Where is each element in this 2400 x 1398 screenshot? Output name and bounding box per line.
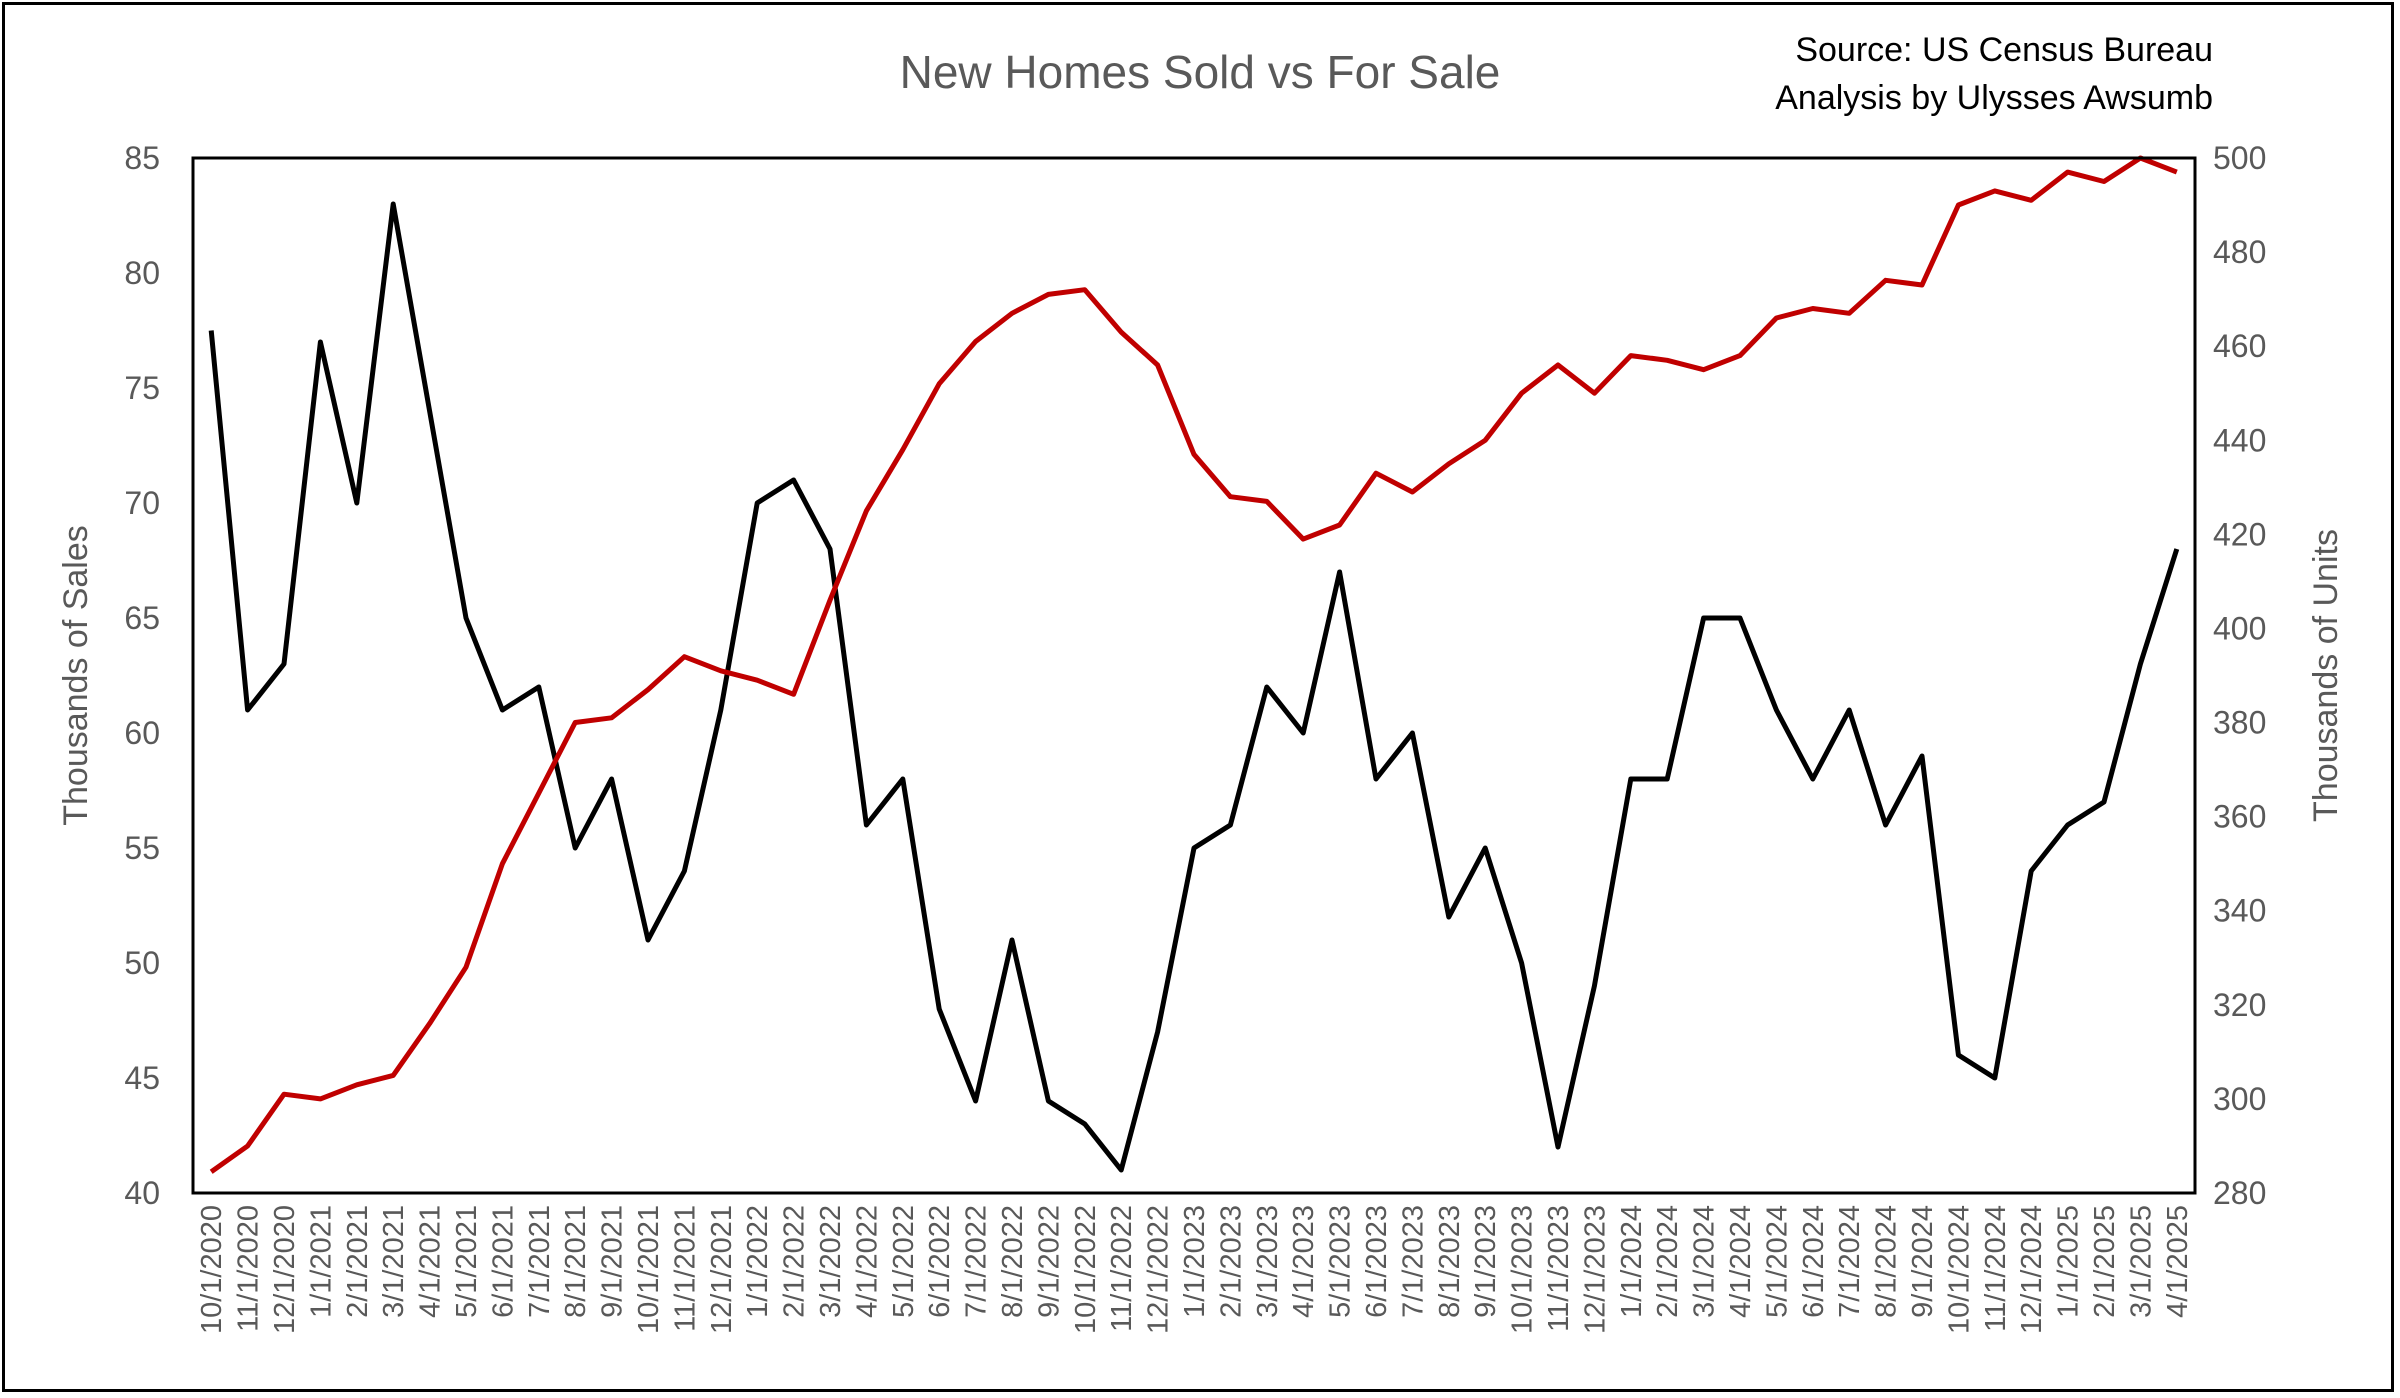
left-y-tick-label: 65 xyxy=(124,600,160,636)
left-y-tick-label: 80 xyxy=(124,255,160,291)
right-y-tick-label: 400 xyxy=(2213,610,2266,646)
x-tick-label: 12/1/2022 xyxy=(1143,1205,1175,1334)
left-y-tick-label: 55 xyxy=(124,830,160,866)
x-tick-label: 6/1/2023 xyxy=(1361,1205,1393,1318)
left-y-tick-label: 70 xyxy=(124,485,160,521)
x-tick-label: 1/1/2023 xyxy=(1179,1205,1211,1318)
right-y-tick-label: 480 xyxy=(2213,234,2266,270)
x-tick-label: 11/1/2024 xyxy=(1980,1205,2012,1332)
right-y-axis-ticks: 280 300 320 340 360 380 400 420 440 460 480 500 xyxy=(2213,140,2266,1211)
x-axis-ticks: 10/1/2020 11/1/2020 12/1/2020 1/1/2021 2/1/2… xyxy=(196,1205,2194,1334)
x-tick-label: 7/1/2021 xyxy=(524,1205,556,1318)
left-y-tick-label: 75 xyxy=(124,370,160,406)
x-tick-label: 3/1/2023 xyxy=(1252,1205,1284,1318)
x-tick-label: 2/1/2023 xyxy=(1215,1205,1247,1318)
right-y-tick-label: 340 xyxy=(2213,893,2266,929)
x-tick-label: 9/1/2023 xyxy=(1470,1205,1502,1318)
left-y-axis-title: Thousands of Sales xyxy=(57,525,95,826)
line-chart: New Homes Sold vs For Sale Source: US Ce… xyxy=(57,31,2345,1334)
right-y-axis-title: Thousands of Units xyxy=(2307,529,2345,822)
x-tick-label: 3/1/2021 xyxy=(378,1205,410,1318)
source-line-2: Analysis by Ulysses Awsumb xyxy=(1775,79,2213,117)
right-y-tick-label: 460 xyxy=(2213,328,2266,364)
x-tick-label: 3/1/2024 xyxy=(1689,1205,1721,1318)
right-y-tick-label: 380 xyxy=(2213,705,2266,741)
x-tick-label: 10/1/2023 xyxy=(1507,1205,1539,1334)
right-y-tick-label: 280 xyxy=(2213,1175,2266,1211)
x-tick-label: 4/1/2023 xyxy=(1288,1205,1320,1318)
source-line-1: Source: US Census Bureau xyxy=(1795,31,2213,69)
x-tick-label: 6/1/2022 xyxy=(924,1205,956,1318)
x-tick-label: 3/1/2022 xyxy=(815,1205,847,1318)
plot-area-border xyxy=(191,156,2197,1195)
x-tick-label: 8/1/2021 xyxy=(560,1205,592,1318)
x-tick-label: 5/1/2021 xyxy=(451,1205,483,1318)
x-tick-label: 12/1/2023 xyxy=(1579,1205,1611,1334)
x-tick-label: 1/1/2025 xyxy=(2053,1205,2085,1318)
x-tick-label: 2/1/2024 xyxy=(1652,1205,1684,1318)
x-tick-label: 2/1/2022 xyxy=(779,1205,811,1318)
left-y-tick-label: 60 xyxy=(124,715,160,751)
chart-title: New Homes Sold vs For Sale xyxy=(900,46,1501,98)
x-tick-label: 1/1/2024 xyxy=(1616,1205,1648,1318)
x-tick-label: 7/1/2024 xyxy=(1834,1205,1866,1318)
right-y-tick-label: 300 xyxy=(2213,1081,2266,1117)
x-tick-label: 12/1/2020 xyxy=(269,1205,301,1334)
x-tick-label: 7/1/2022 xyxy=(961,1205,993,1318)
left-y-tick-label: 85 xyxy=(124,140,160,176)
x-tick-label: 2/1/2025 xyxy=(2089,1205,2121,1318)
left-y-tick-label: 50 xyxy=(124,945,160,981)
right-y-tick-label: 420 xyxy=(2213,516,2266,552)
x-tick-label: 4/1/2024 xyxy=(1725,1205,1757,1318)
x-tick-label: 4/1/2021 xyxy=(415,1205,447,1318)
left-y-tick-label: 45 xyxy=(124,1060,160,1096)
right-y-tick-label: 360 xyxy=(2213,799,2266,835)
x-tick-label: 11/1/2022 xyxy=(1106,1205,1138,1332)
x-tick-label: 3/1/2025 xyxy=(2125,1205,2157,1318)
x-tick-label: 4/1/2022 xyxy=(851,1205,883,1318)
x-tick-label: 12/1/2024 xyxy=(2016,1205,2048,1334)
series-layer xyxy=(208,155,2180,1174)
x-tick-label: 9/1/2024 xyxy=(1907,1205,1939,1318)
series-line-left-axis xyxy=(208,201,2180,1173)
x-tick-label: 10/1/2022 xyxy=(1070,1205,1102,1334)
x-tick-label: 12/1/2021 xyxy=(706,1205,738,1334)
left-y-axis-ticks: 40 45 50 55 60 65 70 75 80 85 xyxy=(124,140,160,1211)
x-tick-label: 6/1/2021 xyxy=(487,1205,519,1318)
x-tick-label: 11/1/2021 xyxy=(669,1205,701,1332)
x-tick-label: 5/1/2023 xyxy=(1325,1205,1357,1318)
left-y-tick-label: 40 xyxy=(124,1175,160,1211)
x-tick-label: 1/1/2021 xyxy=(305,1205,337,1318)
x-tick-label: 5/1/2022 xyxy=(888,1205,920,1318)
x-tick-label: 5/1/2024 xyxy=(1761,1205,1793,1318)
x-tick-label: 7/1/2023 xyxy=(1397,1205,1429,1318)
right-y-tick-label: 500 xyxy=(2213,140,2266,176)
x-tick-label: 4/1/2025 xyxy=(2162,1205,2194,1318)
x-tick-label: 6/1/2024 xyxy=(1798,1205,1830,1318)
x-tick-label: 8/1/2023 xyxy=(1434,1205,1466,1318)
x-tick-label: 10/1/2021 xyxy=(633,1205,665,1334)
right-y-tick-label: 440 xyxy=(2213,422,2266,458)
x-tick-label: 10/1/2024 xyxy=(1943,1205,1975,1334)
x-tick-label: 11/1/2020 xyxy=(233,1205,265,1332)
x-tick-label: 8/1/2024 xyxy=(1871,1205,1903,1318)
right-y-tick-label: 320 xyxy=(2213,987,2266,1023)
x-tick-label: 1/1/2022 xyxy=(742,1205,774,1318)
series-line-right-axis xyxy=(209,155,2178,1174)
x-tick-label: 9/1/2021 xyxy=(597,1205,629,1318)
x-tick-label: 8/1/2022 xyxy=(997,1205,1029,1318)
x-tick-label: 2/1/2021 xyxy=(342,1205,374,1318)
x-tick-label: 9/1/2022 xyxy=(1033,1205,1065,1318)
x-tick-label: 11/1/2023 xyxy=(1543,1205,1575,1332)
x-tick-label: 10/1/2020 xyxy=(196,1205,228,1334)
